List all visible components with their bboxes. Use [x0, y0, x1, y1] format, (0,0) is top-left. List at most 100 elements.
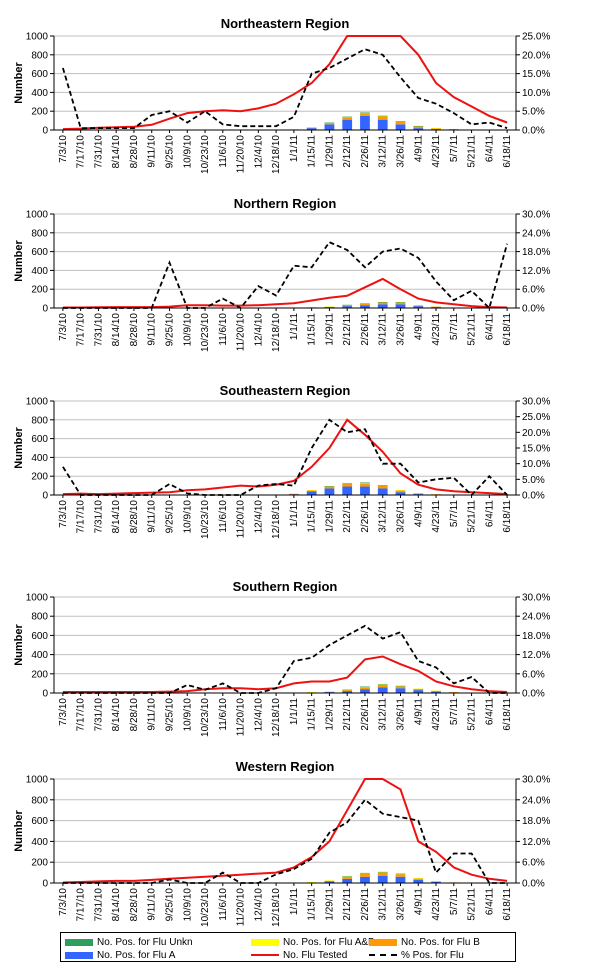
legend-swatch-a — [65, 951, 93, 959]
bar-flu-a — [324, 881, 335, 883]
bar-flu-ab — [324, 691, 335, 692]
legend-label-pct: % Pos. for Flu — [401, 949, 464, 961]
bar-flu-unkn — [395, 873, 406, 875]
bar-flu-unkn — [377, 115, 388, 117]
x-tick-label: 7/17/10 — [76, 135, 87, 169]
bar-flu-b — [377, 485, 388, 489]
x-tick-label: 9/25/10 — [165, 313, 176, 347]
y-tick-label: 200 — [31, 858, 48, 869]
bar-flu-unkn — [377, 871, 388, 873]
x-tick-label: 1/1/11 — [289, 313, 300, 340]
y2-tick-label: 18.0% — [522, 631, 550, 642]
bar-flu-b — [377, 684, 388, 688]
line-flu-tested — [62, 778, 508, 884]
x-tick-label: 12/18/10 — [271, 698, 282, 737]
x-tick-label: 3/12/11 — [378, 135, 389, 168]
x-tick-label: 3/12/11 — [378, 313, 389, 346]
bar-flu-a — [324, 124, 335, 130]
x-tick-label: 5/7/11 — [449, 313, 460, 340]
bar-flu-a — [395, 304, 406, 308]
bar-flu-a — [360, 876, 370, 883]
bar-flu-unkn — [377, 485, 388, 486]
y-tick-label: 400 — [31, 453, 48, 464]
x-tick-label: 5/21/11 — [467, 313, 478, 346]
x-tick-label: 1/29/11 — [324, 135, 335, 168]
x-tick-label: 1/29/11 — [324, 313, 335, 346]
bar-flu-unkn — [360, 112, 370, 113]
x-tick-label: 7/31/10 — [93, 698, 104, 732]
chart-3: Southeastern Region 0 200 400 600 800 1000 0.0%… — [13, 383, 550, 539]
y2-tick-label: 15.0% — [522, 69, 550, 80]
chart-title: Southeastern Region — [220, 383, 351, 398]
bar-flu-b — [324, 122, 335, 125]
y2-tick-label: 12.0% — [522, 266, 550, 277]
bar-flu-b — [431, 128, 441, 130]
y2-tick-label: 30.0% — [522, 775, 550, 786]
bar-flu-unkn — [342, 116, 353, 118]
bar-flu-a — [360, 486, 370, 495]
bar-flu-a — [360, 689, 370, 693]
x-tick-label: 11/20/10 — [236, 888, 247, 927]
y2-tick-label: 6.0% — [522, 285, 545, 296]
x-tick-label: 6/4/11 — [484, 500, 495, 527]
x-tick-label: 1/1/11 — [289, 500, 300, 527]
x-tick-label: 7/31/10 — [93, 135, 104, 169]
line-flu-tested — [62, 35, 508, 131]
x-tick-label: 12/4/10 — [253, 698, 264, 732]
x-tick-label: 8/14/10 — [111, 313, 122, 347]
bar-flu-ab — [306, 307, 317, 308]
bar-flu-b — [342, 305, 353, 307]
x-tick-label: 4/23/11 — [431, 313, 442, 346]
bar-flu-b — [395, 686, 406, 689]
chart-5: Western Region 0 200 400 600 800 1000 0.0% 6.0% 1… — [13, 759, 550, 927]
line-flu-tested — [62, 655, 508, 693]
y-tick-label: 400 — [31, 266, 48, 277]
x-tick-label: 10/23/10 — [200, 698, 211, 737]
y-tick-label: 400 — [31, 837, 48, 848]
bar-flu-a — [342, 486, 353, 495]
bar-flu-ab — [431, 881, 441, 882]
y-tick-label: 400 — [31, 88, 48, 99]
x-tick-label: 2/26/11 — [360, 313, 371, 346]
bar-flu-unkn — [360, 303, 370, 304]
x-tick-label: 7/31/10 — [93, 313, 104, 347]
bar-flu-ab — [413, 688, 424, 689]
bar-flu-b — [324, 486, 335, 489]
y-tick-label: 800 — [31, 612, 48, 623]
bar-flu-b — [395, 121, 406, 125]
y-axis-label: Number — [13, 810, 25, 852]
x-tick-label: 12/4/10 — [253, 313, 264, 347]
x-tick-label: 5/21/11 — [467, 698, 478, 731]
x-tick-label: 2/26/11 — [360, 698, 371, 731]
x-tick-label: 2/12/11 — [342, 888, 353, 921]
x-tick-label: 5/21/11 — [467, 135, 478, 168]
x-tick-label: 8/14/10 — [111, 698, 122, 732]
legend-item-pct: % Pos. for Flu — [369, 948, 464, 962]
x-tick-label: 1/29/11 — [324, 698, 335, 731]
legend-line-pct — [369, 954, 397, 956]
x-tick-label: 6/4/11 — [484, 888, 495, 915]
x-tick-label: 4/23/11 — [431, 500, 442, 533]
x-tick-label: 7/3/10 — [58, 135, 69, 163]
y-tick-label: 1000 — [26, 210, 49, 221]
bar-flu-b — [360, 873, 370, 877]
bar-flu-a — [431, 691, 441, 693]
x-tick-label: 1/15/11 — [307, 313, 318, 346]
bar-flu-ab — [413, 493, 424, 494]
x-tick-label: 4/9/11 — [413, 888, 424, 915]
y2-tick-label: 10.0% — [522, 459, 550, 470]
x-tick-label: 3/12/11 — [378, 698, 389, 731]
bar-flu-ab — [324, 880, 335, 881]
bar-flu-b — [342, 690, 353, 692]
bar-flu-a — [377, 304, 388, 308]
bar-flu-a — [395, 876, 406, 883]
x-tick-label: 11/6/10 — [218, 698, 229, 731]
y2-tick-label: 30.0% — [522, 397, 550, 408]
y2-tick-label: 24.0% — [522, 612, 550, 623]
bar-flu-b — [360, 687, 370, 690]
y-tick-label: 200 — [31, 285, 48, 296]
x-tick-label: 4/9/11 — [413, 135, 424, 162]
legend-item-b: No. Pos. for Flu B — [369, 935, 480, 949]
y2-tick-label: 18.0% — [522, 247, 550, 258]
x-tick-label: 7/17/10 — [76, 500, 87, 534]
